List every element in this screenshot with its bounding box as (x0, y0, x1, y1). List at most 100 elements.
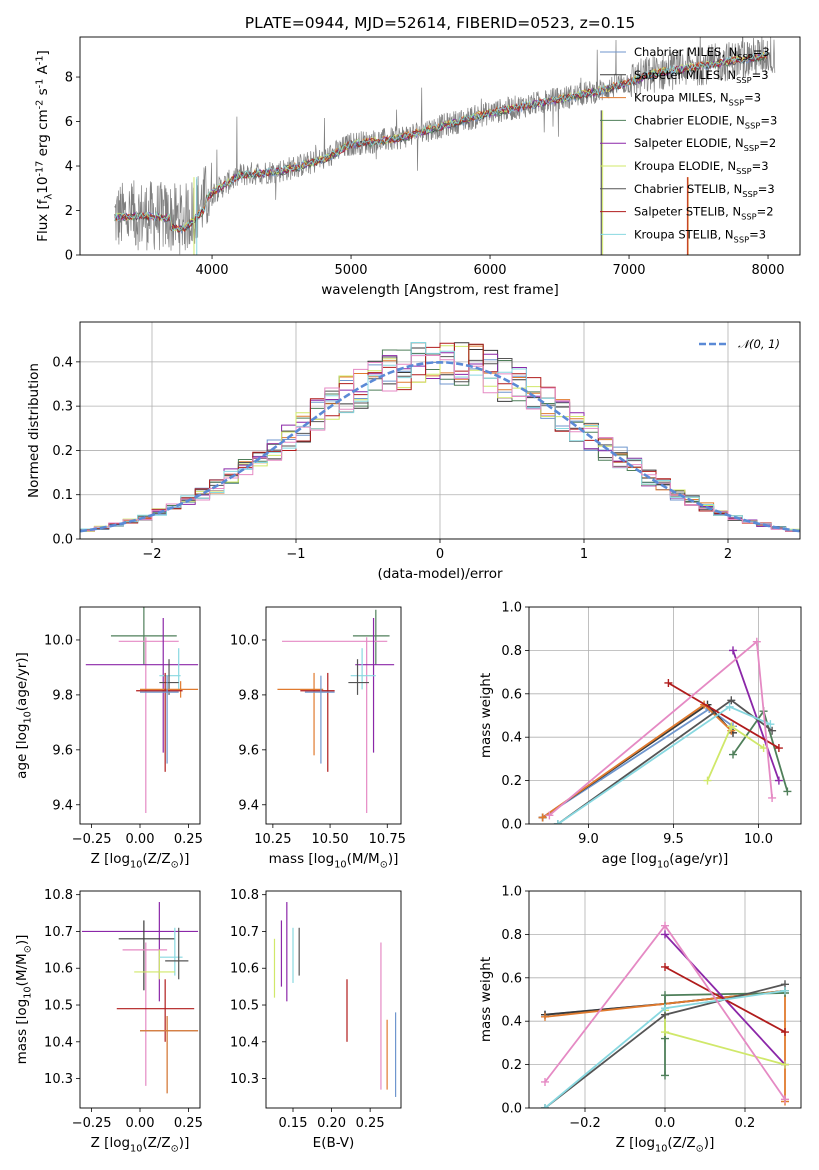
y-tick-label: 10.7 (44, 925, 73, 940)
x-tick-label: 0.25 (356, 1116, 385, 1131)
weight-marker (783, 787, 792, 796)
weight-marker (661, 1004, 669, 1013)
axes-frame (265, 890, 402, 1109)
axes-frame (79, 890, 201, 1109)
y-axis-label: mass [log10(M/M⊙)] (14, 935, 34, 1065)
weight-marker (727, 722, 736, 731)
y-tick-label: 0.6 (501, 687, 522, 702)
x-tick-label: −0.25 (72, 832, 112, 847)
x-axis-label: Z [log10(Z/Z⊙)] (616, 1135, 715, 1155)
y-axis-label: mass weight (478, 957, 494, 1042)
axes-age-vs-z: −0.25 0.00 0.25 9.4 9.6 9.8 10.0 Z [log10(Z/Z⊙)… (14, 606, 203, 871)
legend-label: Kroupa MILES, NSSP=3 (634, 91, 761, 108)
x-tick-label: 2 (724, 547, 732, 562)
y-tick-label: 6 (65, 115, 73, 130)
y-tick-label: 10.4 (44, 1035, 73, 1050)
y-tick-label: 2 (65, 204, 73, 219)
x-axis-label: Z [log10(Z/Z⊙)] (91, 851, 190, 871)
weight-marker (661, 930, 669, 939)
x-tick-label: −0.25 (72, 1116, 112, 1131)
x-tick-label: 0.25 (174, 832, 203, 847)
weight-marker (541, 1104, 549, 1108)
y-tick-label: 0.4 (501, 1015, 522, 1030)
axes-frame (79, 606, 201, 825)
x-tick-label: 0.25 (174, 1116, 203, 1131)
y-tick-label: 0.0 (501, 1102, 522, 1117)
x-tick-label: 6000 (473, 263, 506, 278)
y-tick-label: 10.6 (44, 962, 73, 977)
y-tick-label: 0.2 (501, 1058, 522, 1073)
y-tick-label: 0.1 (52, 488, 73, 503)
plot-area (85, 607, 199, 814)
y-tick-label: 10.3 (230, 1072, 259, 1087)
legend-label: Chabrier ELODIE, NSSP=3 (634, 113, 777, 130)
x-tick-label: 0.00 (126, 1116, 155, 1131)
weight-marker (774, 776, 783, 785)
weight-marker (774, 744, 783, 753)
legend-label: Kroupa STELIB, NSSP=3 (634, 227, 766, 244)
x-tick-label: −1 (286, 547, 305, 562)
y-tick-label: 9.6 (52, 743, 73, 758)
axes-age-vs-mass: 10.25 10.50 10.75 9.4 9.6 9.8 10.0 mass [log10(… (230, 606, 406, 871)
weight-marker (727, 696, 736, 705)
x-axis-label: wavelength [Angstrom, rest frame] (321, 282, 559, 298)
y-tick-label: 0.8 (501, 928, 522, 943)
x-tick-label: 10.0 (744, 832, 773, 847)
plot-area (273, 902, 397, 1097)
x-tick-label: 1 (580, 547, 588, 562)
weight-line-5 (664, 1010, 786, 1066)
legend-label: Salpeter MILES, NSSP=3 (634, 68, 769, 85)
legend-label: Salpeter ELODIE, NSSP=2 (634, 136, 776, 153)
axes-weight-vs-age: 9.0 9.5 10.0 0.0 0.2 0.4 0.6 0.8 1.0 age [log10(a… (478, 601, 802, 871)
y-tick-label: 10.8 (44, 888, 73, 903)
plot-area (80, 322, 800, 539)
x-tick-label: 4000 (195, 263, 228, 278)
weight-marker (759, 744, 768, 753)
weight-marker (661, 1028, 669, 1037)
weight-marker (541, 1012, 549, 1021)
y-tick-label: 0.0 (52, 533, 73, 548)
legend-label: Chabrier STELIB, NSSP=3 (634, 182, 775, 199)
model-4 (114, 52, 768, 233)
y-tick-label: 4 (65, 160, 73, 175)
weight-line-1 (542, 703, 734, 819)
axes-spectrum: 4000 5000 6000 7000 8000 0 2 4 6 8 wavelength [Ang… (34, 14, 801, 298)
weight-marker (661, 991, 669, 1000)
y-tick-label: 9.8 (52, 688, 73, 703)
weight-marker (768, 793, 777, 802)
y-tick-label: 9.6 (238, 743, 259, 758)
y-tick-label: 0.4 (501, 731, 522, 746)
axes-mass-vs-z: −0.25 0.00 0.25 10.3 10.4 10.5 10.6 10.7 10.8 Z [… (14, 888, 203, 1155)
axes-mass-vs-ebv: 0.15 0.20 0.25 10.3 10.4 10.5 10.6 10.7 10.8 E(B-… (230, 888, 402, 1151)
weight-marker (781, 1095, 789, 1104)
x-tick-label: 0.20 (317, 1116, 346, 1131)
axes-frame (528, 890, 802, 1109)
y-tick-label: 10.6 (230, 962, 259, 977)
x-tick-label: 0.2 (735, 1116, 756, 1131)
x-tick-label: 0.15 (279, 1116, 308, 1131)
x-tick-label: −2 (142, 547, 161, 562)
x-tick-label: 9.0 (578, 832, 599, 847)
axes-frame (79, 36, 801, 256)
x-tick-label: −0.2 (569, 1116, 601, 1131)
y-axis-label: Normed distribution (26, 363, 42, 498)
weight-marker (729, 750, 737, 759)
y-tick-label: 0.0 (501, 818, 522, 833)
y-tick-label: 9.8 (238, 688, 259, 703)
x-tick-label: 8000 (751, 263, 784, 278)
x-tick-label: 9.5 (663, 832, 684, 847)
model-7 (114, 54, 768, 233)
y-tick-label: 10.0 (230, 633, 259, 648)
weight-line-2 (544, 989, 786, 1102)
y-tick-label: 10.7 (230, 925, 259, 940)
y-tick-label: 0.6 (501, 971, 522, 986)
x-axis-label: E(B-V) (313, 1135, 355, 1151)
weight-marker (545, 811, 554, 820)
y-tick-label: 0.2 (52, 444, 73, 459)
plot-area (277, 609, 395, 814)
x-tick-label: 0.00 (126, 832, 155, 847)
axes-frame (265, 606, 402, 825)
x-tick-label: 0.0 (655, 1116, 676, 1131)
x-axis-label: (data-model)/error (377, 566, 503, 582)
y-tick-label: 1.0 (501, 885, 522, 900)
